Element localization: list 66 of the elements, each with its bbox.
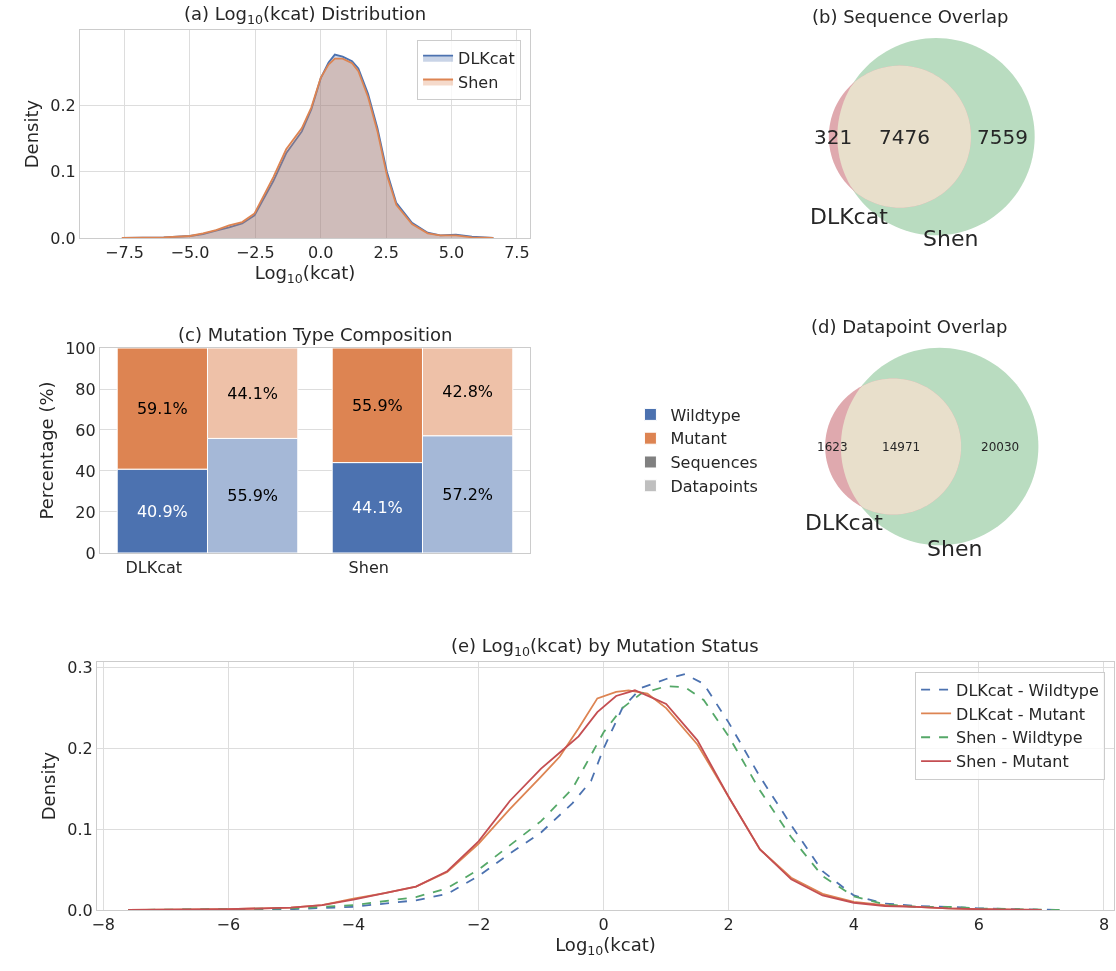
x-tick-label: 0 (598, 915, 609, 935)
x-tick-label: 5.0 (438, 243, 465, 263)
y-tick-label: 40 (75, 461, 96, 481)
x-tick-label: 2.5 (373, 243, 399, 263)
legend-label: DLKcat (458, 48, 515, 68)
data-label: 7476 (879, 125, 930, 149)
data-label: 20030 (981, 440, 1020, 454)
text: Shen (927, 536, 983, 561)
chart-title: (a) Log$_{10}$(kcat) Distribution (184, 3, 427, 27)
text: (b) Sequence Overlap (812, 6, 1009, 27)
y-tick-label: 0.0 (67, 900, 93, 920)
legend-label: Mutant (670, 429, 727, 449)
data-label: 44.1% (227, 383, 279, 403)
x-axis-title: Log$_{10}$(kcat) (254, 262, 356, 287)
legend-label: Sequences (670, 453, 758, 473)
x-tick-label: −2 (466, 915, 491, 935)
y-tick-label: 0 (85, 543, 96, 563)
legend-label: DLKcat - Wildtype (956, 680, 1099, 700)
y-tick-label: 60 (75, 420, 96, 440)
x-tick-label: 6 (973, 915, 984, 935)
x-axis-title: Log$_{10}$(kcat) (555, 934, 656, 959)
x-tick-label: 2 (723, 915, 734, 935)
y-axis-title: Density (21, 99, 43, 169)
data-label: 321 (814, 125, 853, 149)
y-tick-label: 0.1 (67, 819, 93, 839)
x-tick-label: −4 (341, 915, 366, 935)
x-tick-label: 0.0 (307, 243, 334, 263)
text: (d) Datapoint Overlap (811, 316, 1008, 337)
data-label: 44.1% (351, 498, 403, 518)
data-label: 14971 (882, 440, 921, 454)
legend-label: Shen - Mutant (956, 752, 1069, 772)
chart-title: (e) Log$_{10}$(kcat) by Mutation Status (451, 635, 759, 659)
y-tick-label: 0.0 (50, 228, 76, 248)
y-tick-label: 0.2 (67, 739, 93, 759)
x-tick-label: −5.0 (170, 243, 210, 263)
data-label: 40.9% (136, 501, 188, 521)
y-tick-label: 0.2 (50, 96, 76, 116)
data-label: 57.2% (442, 484, 494, 504)
chart-title: (c) Mutation Type Composition (178, 324, 453, 345)
x-tick-label: −2.5 (235, 243, 275, 263)
text: DLKcat (805, 510, 884, 535)
data-label: 55.9% (227, 486, 279, 506)
y-axis-title: Percentage (%) (36, 381, 58, 520)
data-label: 1623 (817, 440, 848, 454)
data-label: 59.1% (136, 399, 188, 419)
y-tick-label: 0.1 (50, 162, 76, 182)
legend-label: DLKcat - Mutant (956, 704, 1086, 724)
x-tick-label: −8 (91, 915, 116, 935)
x-tick-label: 7.5 (504, 243, 530, 263)
x-tick-label: −7.5 (105, 243, 144, 263)
data-label: 42.8% (442, 382, 494, 402)
y-tick-label: 0.3 (67, 658, 93, 678)
text: DLKcat (810, 204, 889, 229)
data-label: 7559 (977, 125, 1028, 149)
legend-label: Datapoints (670, 477, 758, 497)
legend-label: Wildtype (670, 405, 741, 425)
y-tick-label: 100 (65, 338, 96, 358)
y-axis-title: Density (38, 751, 60, 821)
x-tick-label: −6 (216, 915, 241, 935)
legend-label: Shen (458, 72, 499, 92)
legend-label: Shen - Wildtype (956, 728, 1083, 748)
y-tick-label: 20 (75, 502, 96, 522)
x-tick-label: 4 (848, 915, 859, 935)
x-tick-label: 8 (1098, 915, 1110, 935)
y-tick-label: 80 (75, 379, 96, 399)
data-label: 55.9% (351, 395, 403, 415)
